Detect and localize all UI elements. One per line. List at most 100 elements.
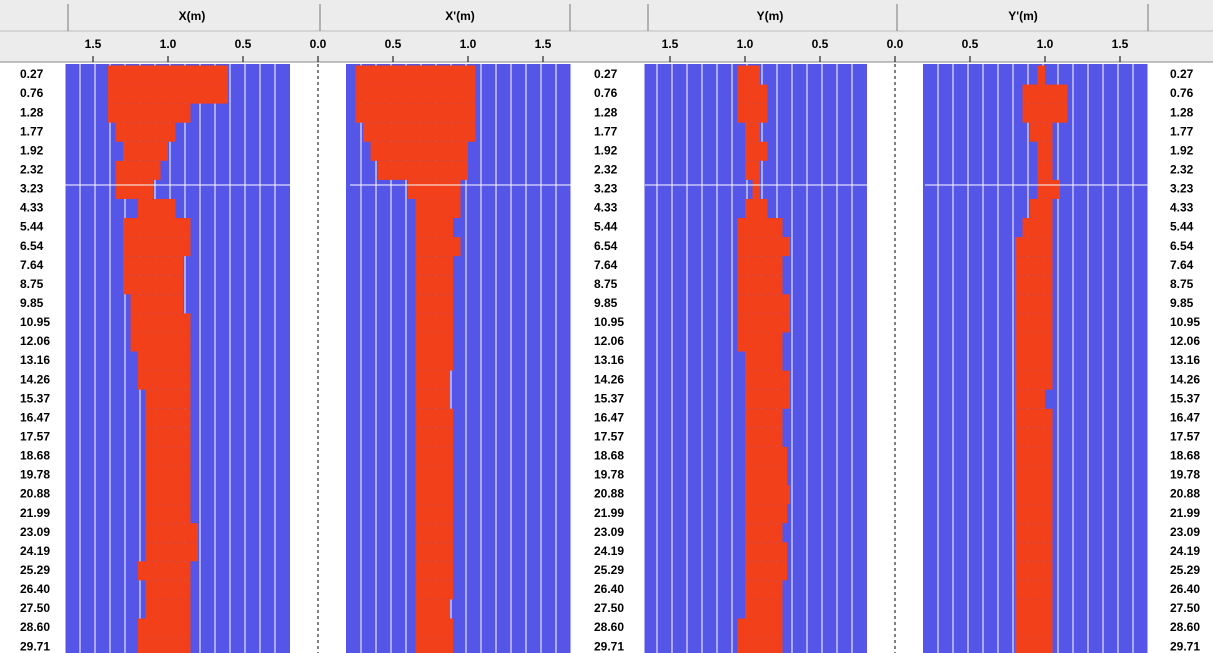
profile-band [745, 198, 768, 219]
profile-band [1015, 427, 1053, 447]
profile-band [1015, 561, 1053, 581]
profile-band [745, 561, 787, 581]
depth-label: 12.06 [20, 334, 50, 348]
profile-band [408, 179, 461, 199]
profile-band [1037, 179, 1060, 199]
profile-band [415, 637, 453, 653]
profile-band [745, 599, 783, 619]
profile-band [745, 446, 787, 466]
depth-label: 24.19 [594, 544, 624, 558]
profile-band [737, 218, 783, 238]
profile-band [737, 237, 790, 257]
depth-label: 24.19 [1170, 544, 1200, 558]
profile-band [145, 485, 191, 505]
depth-label: 17.57 [1170, 430, 1200, 444]
profile-band [1037, 160, 1053, 180]
profile-band [737, 294, 790, 314]
profile-band [1015, 313, 1053, 333]
profile-band [415, 446, 453, 466]
depth-label: 25.29 [1170, 563, 1200, 577]
depth-label: 7.64 [20, 258, 44, 272]
depth-label: 9.85 [594, 296, 618, 310]
depth-label: 13.16 [20, 353, 50, 367]
panel-title: X(m) [179, 9, 206, 23]
profile-band [745, 160, 760, 180]
x-tick-label: 1.5 [662, 37, 679, 51]
profile-band [1015, 542, 1053, 562]
x-tick-label: 0.5 [962, 37, 979, 51]
depth-label: 26.40 [1170, 582, 1200, 596]
x-tick-label: 1.0 [1037, 37, 1054, 51]
depth-label: 29.71 [20, 639, 50, 653]
profile-band [123, 256, 183, 276]
profile-band [1022, 84, 1068, 104]
profile-band [745, 370, 790, 390]
profile-band [145, 446, 191, 466]
profile-band [130, 294, 183, 314]
profile-band [745, 465, 787, 486]
profile-band [123, 237, 191, 257]
profile-band [415, 198, 461, 219]
profile-band [138, 637, 191, 653]
profile-band [737, 275, 783, 295]
depth-label: 16.47 [594, 410, 624, 424]
profile-band [1015, 351, 1053, 371]
profile-band [130, 332, 191, 352]
profile-band [130, 313, 191, 333]
profile-band [415, 218, 453, 238]
profile-band [1015, 237, 1053, 257]
depth-label: 23.09 [1170, 525, 1200, 539]
x-tick-label: 1.5 [85, 37, 102, 51]
depth-label: 27.50 [594, 601, 624, 615]
profile-band [355, 65, 476, 85]
panel-title: Y(m) [757, 9, 784, 23]
profile-band [415, 599, 450, 619]
profile-band [415, 618, 453, 638]
profile-band [415, 485, 453, 505]
profile-band [1015, 294, 1053, 314]
profile-band [145, 523, 198, 543]
profile-band [1037, 141, 1053, 161]
depth-label: 20.88 [20, 487, 50, 501]
depth-label: 2.32 [1170, 163, 1194, 177]
depth-label: 16.47 [20, 410, 50, 424]
profile-band [115, 122, 176, 142]
depth-label: 16.47 [1170, 410, 1200, 424]
x-tick-label: 0.0 [887, 37, 904, 51]
depth-label: 10.95 [594, 315, 624, 329]
depth-label: 7.64 [1170, 258, 1194, 272]
profile-band [1015, 256, 1053, 276]
profile-band [415, 542, 453, 562]
depth-label: 18.68 [1170, 449, 1200, 463]
profile-band [415, 427, 453, 447]
profile-band [115, 179, 153, 199]
profile-band [415, 408, 453, 428]
profile-band [737, 637, 783, 653]
depth-label: 15.37 [1170, 391, 1200, 405]
profile-band [737, 84, 768, 104]
depth-label: 19.78 [20, 468, 50, 482]
depth-label: 3.23 [20, 182, 44, 196]
depth-label: 28.60 [594, 620, 624, 634]
profile-band [108, 65, 228, 85]
depth-label: 9.85 [20, 296, 44, 310]
profile-band [1022, 103, 1068, 123]
profile-band [145, 580, 191, 600]
profile-band [145, 427, 191, 447]
depth-label: 13.16 [594, 353, 624, 367]
depth-label: 18.68 [20, 449, 50, 463]
depth-label: 1.77 [594, 124, 618, 138]
depth-label: 28.60 [20, 620, 50, 634]
depth-label: 12.06 [594, 334, 624, 348]
profile-band [123, 218, 191, 238]
depth-label: 6.54 [594, 239, 618, 253]
profile-band [1015, 446, 1053, 466]
depth-label: 6.54 [1170, 239, 1194, 253]
depth-label: 0.76 [1170, 86, 1194, 100]
profile-band [138, 351, 191, 371]
profile-band [145, 599, 191, 619]
profile-band [123, 141, 168, 161]
profile-band [1015, 580, 1053, 600]
profile-band [138, 198, 176, 219]
depth-label: 17.57 [594, 430, 624, 444]
